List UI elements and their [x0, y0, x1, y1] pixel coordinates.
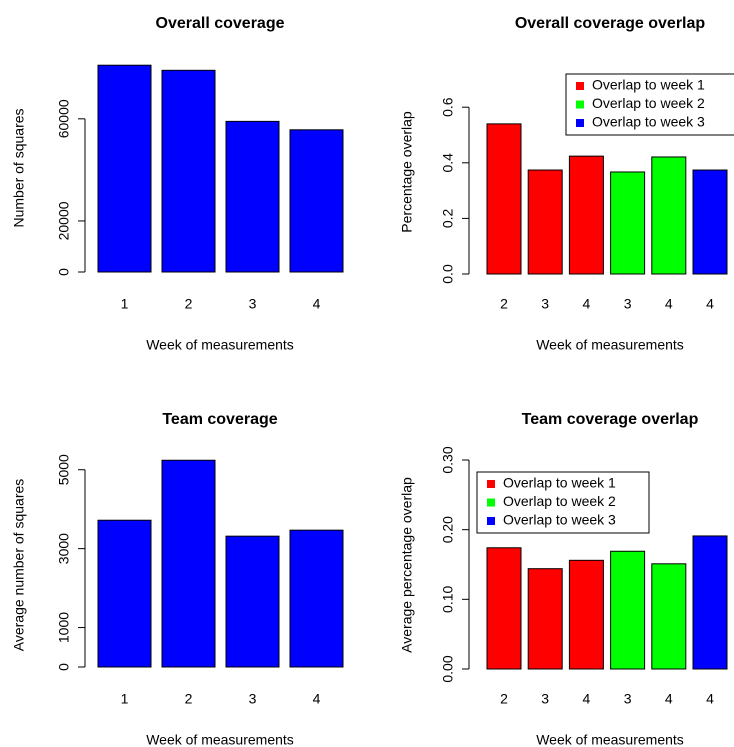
bar [289, 529, 344, 668]
y-tick-label: 0 [56, 268, 72, 276]
bar [97, 519, 152, 668]
chart-title: Team coverage [162, 411, 277, 428]
x-axis-label: Week of measurements [536, 337, 684, 353]
y-tick-label: 0.6 [440, 97, 456, 117]
legend-swatch [576, 82, 584, 90]
x-tick-label: 4 [706, 296, 714, 312]
bar [486, 547, 522, 670]
bar [225, 120, 280, 273]
x-tick-label: 2 [185, 296, 193, 312]
x-tick-label: 4 [665, 691, 673, 707]
chart-title: Overall coverage [156, 15, 285, 32]
legend-label: Overlap to week 2 [592, 95, 705, 111]
x-tick-label: 2 [500, 691, 508, 707]
y-tick-label: 0.0 [440, 264, 456, 284]
legend-swatch [487, 517, 495, 525]
bar [225, 535, 280, 668]
y-tick-label: 0.00 [440, 655, 456, 682]
y-tick-label: 0.10 [440, 585, 456, 612]
y-tick-label: 5000 [56, 454, 72, 485]
x-tick-label: 4 [583, 691, 591, 707]
y-axis-label: Number of squares [11, 108, 27, 227]
x-tick-label: 3 [624, 691, 632, 707]
x-tick-label: 2 [185, 691, 193, 707]
chart-title: Overall coverage overlap [515, 15, 706, 32]
bar [289, 129, 344, 273]
y-tick-label: 20000 [56, 201, 72, 240]
legend-label: Overlap to week 1 [592, 77, 705, 93]
y-tick-label: 0.2 [440, 208, 456, 228]
chart-title: Team coverage overlap [522, 411, 699, 428]
x-tick-label: 4 [665, 296, 673, 312]
bar [651, 563, 687, 670]
y-tick-label: 3000 [56, 533, 72, 564]
legend-swatch [576, 100, 584, 109]
bar [527, 169, 563, 275]
x-tick-label: 2 [500, 296, 508, 312]
y-tick-label: 0.30 [440, 446, 456, 473]
y-tick-label: 1000 [56, 612, 72, 643]
x-tick-label: 3 [624, 296, 632, 312]
bar [486, 123, 522, 275]
y-tick-label: 0.20 [440, 516, 456, 543]
legend-label: Overlap to week 3 [503, 512, 616, 528]
y-tick-label: 0.4 [440, 153, 456, 173]
x-tick-label: 3 [249, 296, 257, 312]
bar [610, 171, 646, 275]
x-axis-label: Week of measurements [146, 732, 294, 747]
x-tick-label: 3 [541, 691, 549, 707]
x-tick-label: 3 [249, 691, 257, 707]
x-tick-label: 3 [541, 296, 549, 312]
x-tick-label: 4 [583, 296, 591, 312]
bar [527, 568, 563, 670]
bar [568, 559, 604, 670]
bar [161, 69, 216, 273]
x-axis-label: Week of measurements [536, 732, 684, 747]
bar [692, 535, 728, 670]
bar [568, 155, 604, 275]
bar [610, 550, 646, 670]
legend-label: Overlap to week 1 [503, 475, 616, 491]
bar [97, 64, 152, 273]
y-axis-label: Average number of squares [11, 479, 27, 652]
y-tick-label: 0 [56, 663, 72, 671]
y-axis-label: Percentage overlap [399, 111, 415, 233]
legend-label: Overlap to week 3 [592, 114, 705, 130]
legend-swatch [576, 119, 584, 127]
x-tick-label: 4 [706, 691, 714, 707]
legend-swatch [487, 480, 495, 488]
x-tick-label: 4 [313, 691, 321, 707]
x-axis-label: Week of measurements [146, 337, 294, 353]
bar [651, 156, 687, 275]
x-tick-label: 1 [121, 296, 129, 312]
legend-swatch [487, 498, 495, 507]
legend-box [476, 471, 650, 534]
legend-label: Overlap to week 2 [503, 493, 616, 509]
legend-box [565, 73, 734, 136]
bar [161, 459, 216, 668]
y-tick-label: 60000 [56, 99, 72, 138]
bar [692, 169, 728, 275]
x-tick-label: 1 [121, 691, 129, 707]
y-axis-label: Average percentage overlap [399, 477, 415, 653]
x-tick-label: 4 [313, 296, 321, 312]
